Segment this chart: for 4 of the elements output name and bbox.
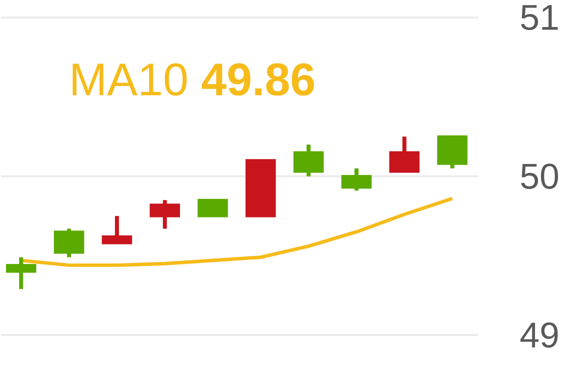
annotation: MA10 49.86 <box>72 63 314 96</box>
y-tick-label: 49 <box>520 322 558 348</box>
y-tick-label: 51 <box>521 4 558 30</box>
y-tick-label: 50 <box>521 163 558 189</box>
